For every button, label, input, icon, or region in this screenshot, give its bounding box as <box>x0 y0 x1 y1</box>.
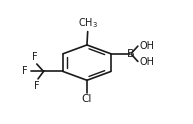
Text: B: B <box>127 49 134 59</box>
Text: F: F <box>22 66 28 77</box>
Text: CH$_3$: CH$_3$ <box>78 17 98 31</box>
Text: Cl: Cl <box>82 94 92 104</box>
Text: OH: OH <box>139 41 154 51</box>
Text: F: F <box>34 80 40 91</box>
Text: OH: OH <box>139 57 154 67</box>
Text: F: F <box>32 52 38 62</box>
